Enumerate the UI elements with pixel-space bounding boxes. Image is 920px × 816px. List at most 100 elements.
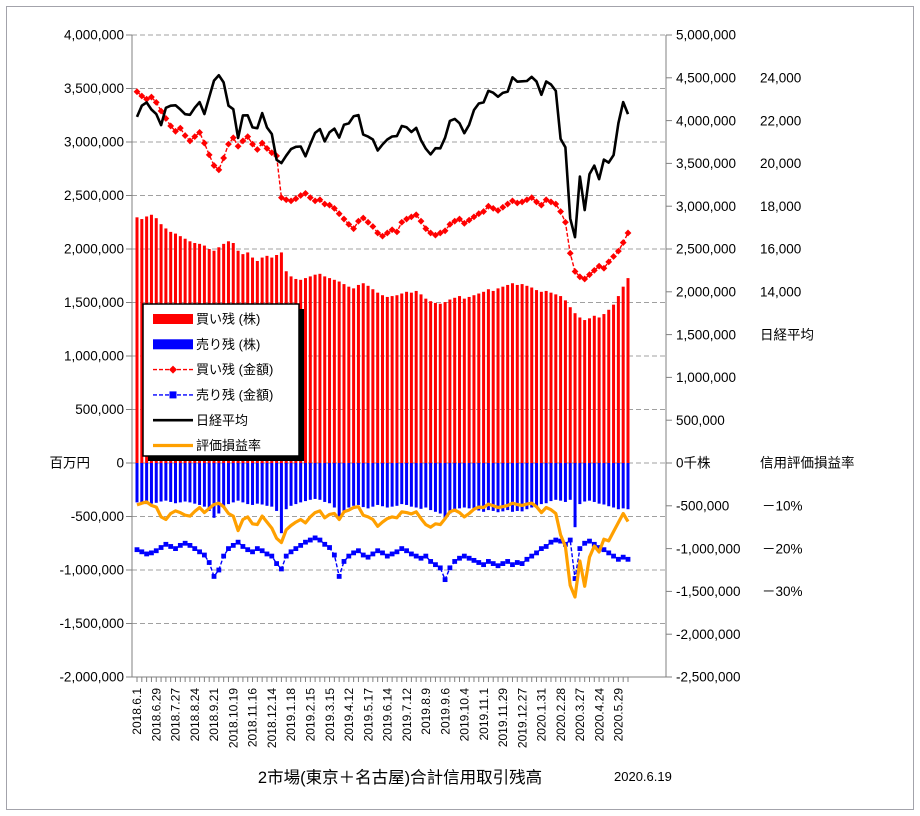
bar-buy [385, 296, 389, 463]
bar-buy [308, 276, 312, 463]
svg-text:18,000: 18,000 [760, 199, 801, 214]
diamond-marker [167, 122, 175, 130]
legend-swatch-buy_shares [153, 314, 193, 324]
bar-sell [265, 463, 269, 506]
square-marker [149, 550, 154, 556]
svg-text:2019.6.14: 2019.6.14 [381, 688, 395, 742]
square-marker [279, 566, 284, 572]
bar-buy [525, 285, 529, 463]
square-marker [197, 549, 202, 555]
bar-sell [342, 463, 346, 511]
diamond-marker [388, 226, 396, 234]
diamond-marker [253, 146, 261, 153]
bar-sell [174, 463, 178, 504]
square-marker [413, 553, 419, 559]
bar-sell [207, 463, 211, 511]
bar-sell [477, 463, 481, 511]
square-marker [524, 556, 530, 562]
diamond-marker [422, 225, 430, 233]
diamond-marker [152, 99, 160, 106]
diamond-marker [335, 210, 343, 218]
axes [126, 34, 672, 682]
svg-text:500,000: 500,000 [75, 402, 124, 417]
svg-text:2019.9.6: 2019.9.6 [438, 688, 452, 735]
svg-text:2019.8.9: 2019.8.9 [419, 688, 433, 735]
series-sell_value-line [134, 535, 631, 583]
bar-buy [597, 317, 601, 463]
bar-sell [616, 463, 620, 510]
square-marker [582, 540, 588, 546]
bar-buy [443, 302, 447, 463]
bar-sell [169, 463, 173, 502]
bar-sell [535, 463, 539, 507]
diamond-marker [157, 107, 165, 115]
legend-label-pct: 評価損益率 [196, 438, 261, 453]
square-marker [481, 562, 486, 568]
bar-buy [361, 283, 365, 463]
diamond-marker [359, 214, 367, 222]
bar-sell [578, 463, 582, 505]
diamond-marker [345, 220, 353, 228]
bar-buy [612, 304, 616, 463]
bar-sell [202, 463, 206, 507]
bar-buy [328, 278, 332, 463]
bar-buy [376, 292, 380, 463]
bar-sell [559, 463, 563, 501]
diamond-marker [562, 218, 569, 226]
square-marker [370, 551, 376, 557]
bar-sell [352, 463, 356, 506]
bar-sell [491, 463, 495, 511]
bar-buy [535, 290, 539, 463]
svg-text:2020.5.29: 2020.5.29 [612, 688, 626, 742]
diamond-marker [542, 196, 550, 204]
diamond-marker [326, 201, 333, 209]
bar-buy [607, 309, 611, 463]
square-marker [230, 542, 236, 548]
square-marker [134, 547, 140, 553]
bar-sell [554, 463, 558, 500]
bar-sell [544, 463, 548, 504]
bar-sell [573, 463, 577, 528]
diamond-marker [465, 216, 473, 224]
square-marker [437, 565, 443, 571]
diamond-marker [316, 196, 324, 204]
bar-buy [352, 288, 356, 463]
diamond-marker [133, 88, 141, 96]
square-marker [486, 559, 491, 564]
svg-text:3,500,000: 3,500,000 [64, 81, 124, 96]
svg-text:2018.8.24: 2018.8.24 [188, 688, 202, 742]
square-marker [442, 577, 448, 583]
bar-sell [149, 463, 153, 504]
bar-sell [530, 463, 534, 508]
svg-text:24,000: 24,000 [760, 71, 801, 86]
bar-sell [135, 463, 139, 503]
bar-buy [472, 295, 476, 463]
square-marker [466, 555, 472, 561]
svg-text:-1,000,000: -1,000,000 [59, 563, 124, 578]
svg-text:2018.12.14: 2018.12.14 [265, 688, 279, 748]
bar-sell [188, 463, 192, 503]
bar-sell [145, 463, 149, 505]
diamond-marker [605, 258, 613, 266]
bar-sell [284, 463, 288, 510]
square-marker [259, 548, 265, 554]
svg-text:2019.11.1: 2019.11.1 [477, 688, 491, 741]
bar-buy [573, 313, 577, 463]
svg-text:－30%: －30% [762, 584, 803, 599]
legend-label-sell_value: 売り残 (金額) [196, 387, 273, 402]
square-marker [375, 548, 381, 554]
svg-text:4,000,000: 4,000,000 [64, 28, 124, 43]
bar-sell [395, 463, 399, 506]
square-marker [177, 542, 183, 548]
square-marker [283, 553, 289, 559]
bar-buy [506, 284, 510, 463]
diamond-marker [557, 208, 565, 215]
bar-buy [405, 291, 409, 463]
bar-buy [433, 302, 437, 463]
square-marker [356, 548, 361, 554]
diamond-marker [504, 200, 512, 208]
bar-sell [612, 463, 616, 508]
square-marker [384, 553, 390, 559]
diamond-marker [547, 198, 555, 206]
bar-buy [616, 296, 620, 463]
